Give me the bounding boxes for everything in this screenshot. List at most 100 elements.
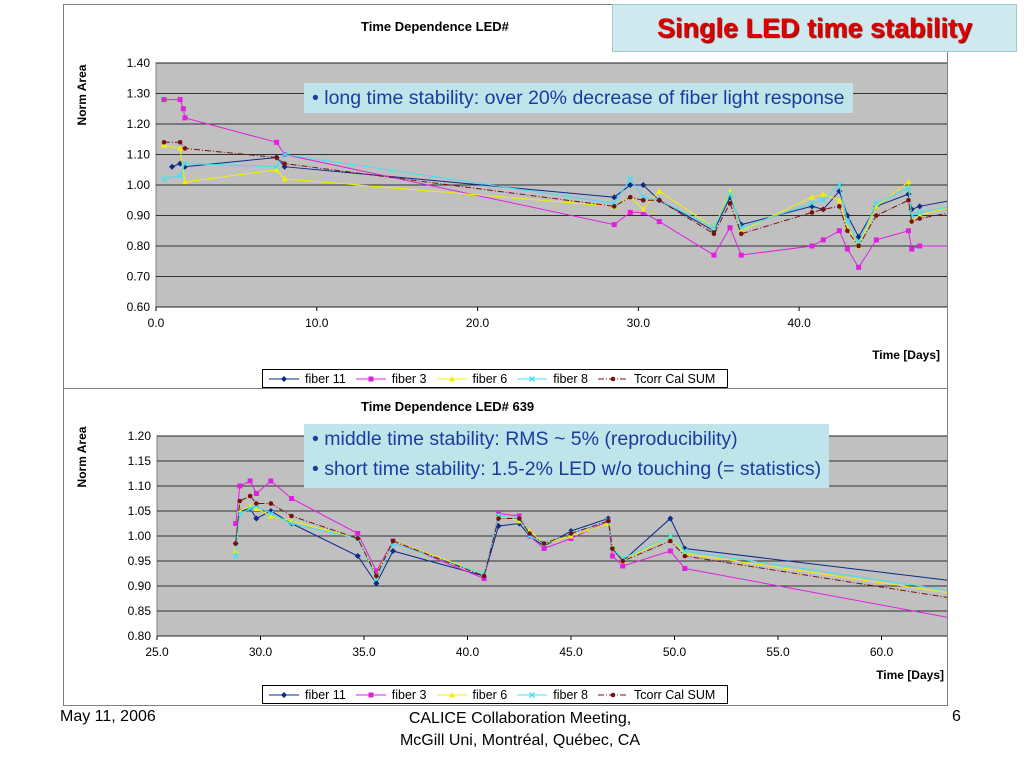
- data-point: [237, 483, 243, 489]
- data-point: [906, 197, 911, 203]
- data-point: [916, 212, 923, 218]
- data-point: [711, 252, 717, 258]
- data-point: [233, 521, 239, 526]
- legend-swatch: [355, 376, 386, 381]
- y-tick-label: 1.40: [127, 56, 151, 70]
- data-point: [274, 139, 280, 145]
- data-point: [611, 194, 618, 201]
- series-fiber-3: [161, 97, 947, 270]
- data-point: [161, 175, 167, 182]
- data-point: [516, 516, 522, 521]
- data-point: [496, 516, 501, 521]
- data-point: [289, 496, 295, 501]
- footer-meeting: CALICE Collaboration Meeting, McGill Uni…: [340, 708, 700, 752]
- data-point: [627, 175, 634, 182]
- data-point: [668, 538, 673, 544]
- data-point: [390, 538, 396, 544]
- data-point: [253, 515, 260, 522]
- x-tick-label: 45.0: [559, 645, 583, 659]
- legend-swatch: [598, 692, 629, 697]
- data-point: [873, 200, 880, 207]
- legend-swatch: [517, 691, 548, 698]
- x-tick-label: 0.0: [148, 316, 165, 330]
- legend-item: fiber 3: [354, 372, 427, 386]
- data-point: [253, 505, 260, 511]
- callout-line: • long time stability: over 20% decrease…: [312, 87, 845, 109]
- y-tick-label: 1.00: [128, 529, 152, 543]
- data-point: [247, 493, 253, 499]
- data-point: [681, 548, 688, 554]
- data-point: [640, 182, 647, 188]
- series-line: [164, 99, 947, 269]
- y-tick-label: 0.85: [128, 604, 152, 618]
- data-point: [873, 237, 879, 243]
- data-point: [495, 523, 502, 529]
- x-axis-label: Time [Days]: [876, 668, 944, 682]
- data-point: [182, 146, 188, 151]
- callout-line: • middle time stability: RMS ~ 5% (repro…: [312, 428, 738, 450]
- legend-swatch: [269, 691, 299, 698]
- legend-marker: [368, 376, 374, 381]
- chart-title-bottom: Time Dependence LED# 639: [361, 399, 535, 414]
- x-tick-label: 20.0: [466, 316, 490, 330]
- legend-marker: [368, 692, 374, 697]
- data-point: [727, 191, 733, 198]
- data-point: [845, 228, 850, 234]
- y-axis-label: Norm Area: [75, 64, 89, 125]
- legend-marker: [448, 691, 455, 697]
- data-point: [610, 546, 615, 551]
- callout-long-term: • long time stability: over 20% decrease…: [304, 83, 853, 113]
- footer-venue: McGill Uni, Montréal, Québec, CA: [399, 732, 641, 749]
- data-point: [917, 216, 923, 221]
- data-point: [656, 219, 662, 225]
- data-point: [682, 553, 688, 559]
- data-point: [667, 533, 674, 539]
- data-point: [908, 212, 915, 219]
- x-tick-label: 60.0: [870, 645, 894, 659]
- data-point: [169, 163, 176, 170]
- data-point: [620, 563, 626, 569]
- legend-label: fiber 6: [472, 687, 508, 702]
- series-tcorr-cal-sum: [233, 493, 947, 598]
- data-point: [374, 573, 379, 579]
- legend-item: fiber 6: [435, 371, 508, 386]
- legend-swatch: [355, 692, 386, 697]
- data-point: [253, 491, 259, 496]
- data-point: [627, 209, 633, 215]
- x-tick-label: 10.0: [305, 316, 329, 330]
- data-point: [909, 219, 914, 224]
- legend-swatch: [517, 375, 548, 382]
- y-tick-label: 0.90: [127, 209, 151, 223]
- data-point: [233, 541, 238, 546]
- x-tick-label: 30.0: [627, 316, 651, 330]
- data-point: [236, 510, 243, 517]
- legend-item: fiber 11: [267, 372, 346, 386]
- legend-item: Tcorr Cal SUM: [596, 688, 715, 702]
- data-point: [288, 520, 295, 527]
- slide-title: Single LED time stability: [656, 13, 973, 43]
- data-point: [836, 228, 842, 234]
- legend-swatch: [436, 691, 467, 697]
- y-axis-label: Norm Area: [75, 426, 89, 487]
- legend-label: fiber 8: [553, 687, 589, 702]
- data-point: [527, 531, 532, 536]
- data-point: [856, 243, 861, 249]
- chart-top: 0.60 0.70 0.80 0.90 1.00 1.10 1.20 1.30 1.40 0.0 1…: [75, 56, 947, 362]
- data-point: [836, 182, 843, 188]
- data-point: [820, 207, 826, 212]
- data-point: [916, 209, 923, 216]
- data-point: [727, 201, 733, 206]
- data-point: [620, 558, 626, 564]
- footer-date: May 11, 2006: [60, 708, 156, 725]
- chart-title-top: Time Dependence LED#: [361, 19, 509, 34]
- series-line: [235, 507, 947, 585]
- data-point: [182, 115, 188, 121]
- callout-line: • short time stability: 1.5-2% LED w/o t…: [312, 458, 822, 480]
- data-point: [355, 536, 361, 541]
- legend-marker: [281, 375, 287, 382]
- data-point: [874, 213, 879, 218]
- data-point: [809, 200, 815, 207]
- data-point: [656, 188, 663, 194]
- y-tick-label: 1.15: [128, 454, 152, 468]
- legend-label: fiber 6: [472, 371, 508, 386]
